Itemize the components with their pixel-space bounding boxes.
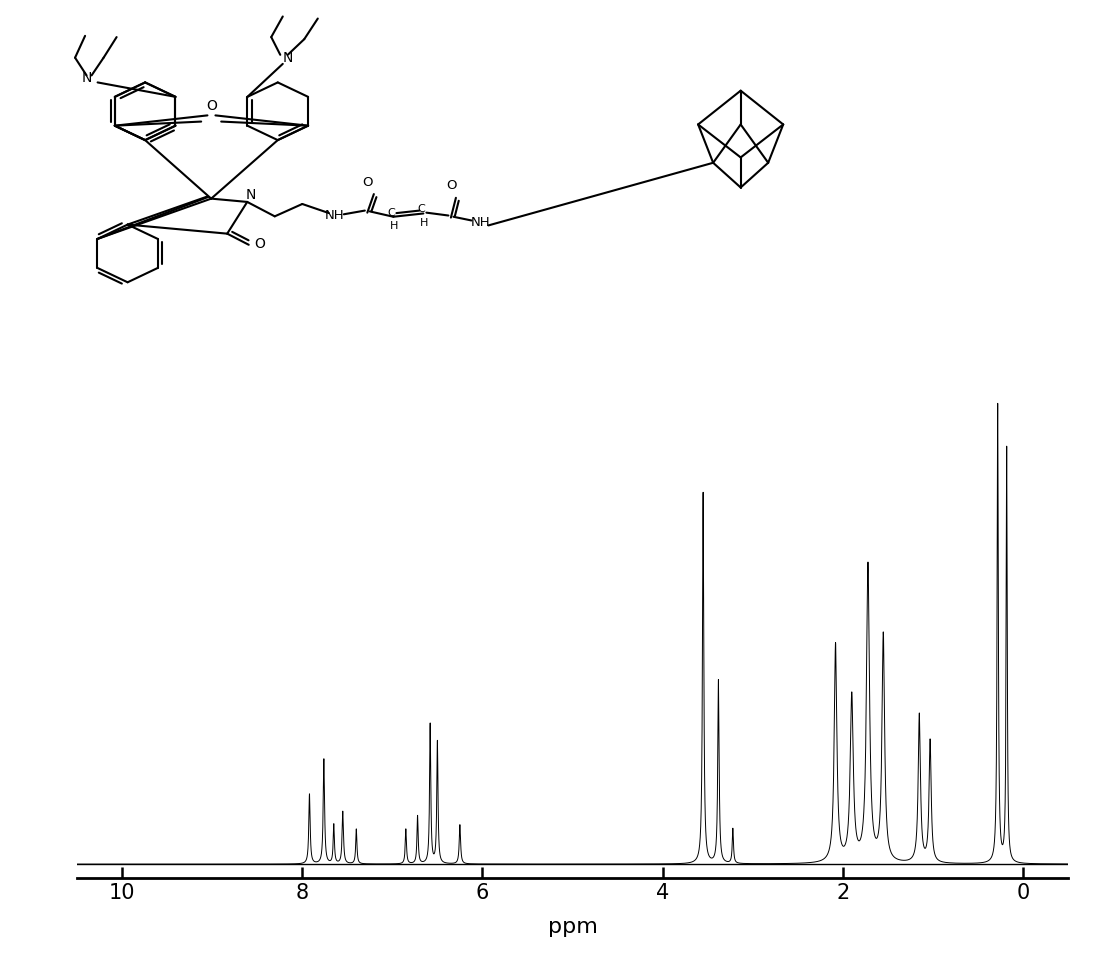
Text: H: H <box>421 218 428 227</box>
Text: C: C <box>417 204 425 215</box>
Text: N: N <box>81 71 91 85</box>
Text: NH: NH <box>325 209 345 222</box>
Text: O: O <box>447 179 457 192</box>
Text: C: C <box>386 208 395 218</box>
Text: NH: NH <box>471 217 491 229</box>
X-axis label: ppm: ppm <box>547 917 598 937</box>
Text: H: H <box>390 221 399 231</box>
Text: O: O <box>206 99 217 113</box>
Text: O: O <box>362 176 373 189</box>
Text: O: O <box>254 237 265 251</box>
Text: N: N <box>283 51 293 64</box>
Text: N: N <box>246 187 255 201</box>
